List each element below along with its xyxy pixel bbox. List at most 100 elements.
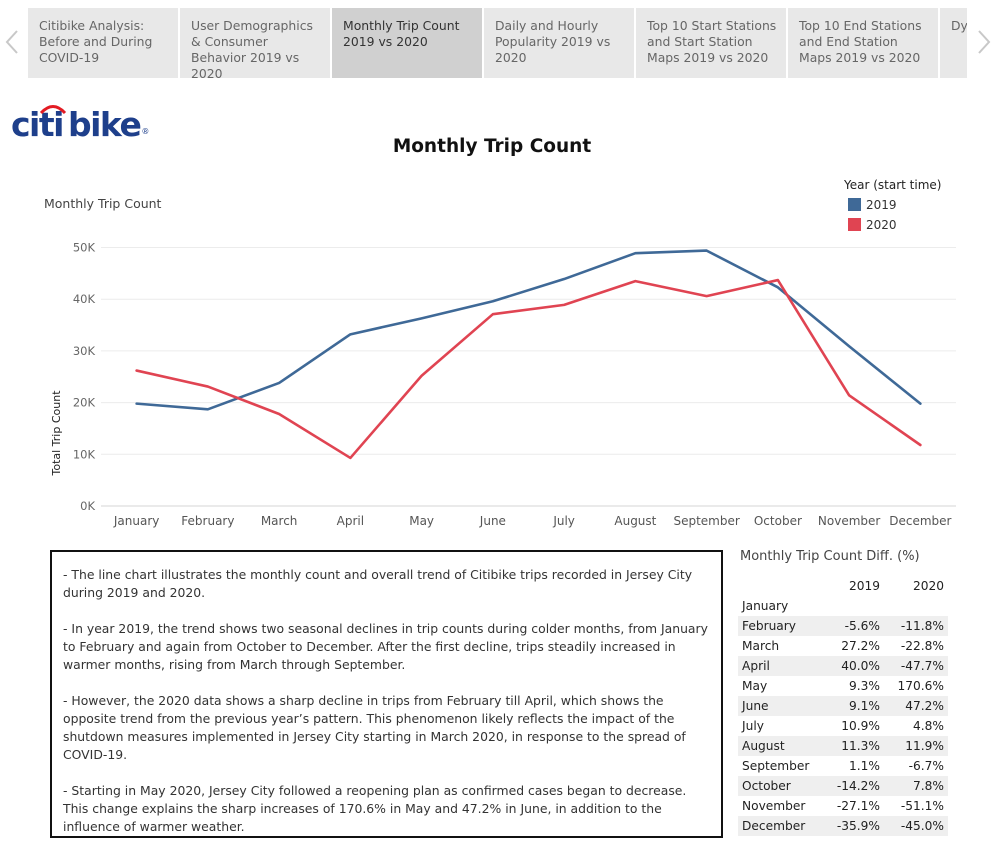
x-tick-label: October — [754, 514, 802, 528]
legend-swatch-2019 — [848, 198, 861, 211]
x-tick-label: December — [889, 514, 951, 528]
y-tick-label: 20K — [73, 396, 96, 410]
x-tick-label: May — [409, 514, 434, 528]
diff-2020-cell: -11.8% — [880, 616, 948, 636]
story-tab-6[interactable]: Top 10 End Stations and End Station Maps… — [788, 8, 938, 78]
x-tick-label: April — [337, 514, 364, 528]
diff-2019-cell: -14.2% — [816, 776, 880, 796]
diff-2019-cell: -35.9% — [816, 816, 880, 836]
logo-arc-icon — [39, 105, 67, 114]
y-tick-label: 0K — [80, 499, 95, 513]
table-row: July 10.9% 4.8% — [738, 716, 948, 736]
legend-swatch-2020 — [848, 218, 861, 231]
diff-2019-cell — [816, 596, 880, 616]
x-tick-label: June — [479, 514, 506, 528]
chart-subtitle: Monthly Trip Count — [44, 196, 162, 211]
diff-2019-cell: 9.3% — [849, 679, 880, 693]
diff-2020-cell: 47.2% — [880, 696, 948, 716]
previous-story-point-button[interactable] — [0, 26, 24, 58]
diff-table-title: Monthly Trip Count Diff. (%) — [740, 549, 920, 564]
x-tick-label: July — [552, 514, 575, 528]
story-tabs: Citibike Analysis: Before and During COV… — [28, 8, 967, 78]
diff-2020-cell: -51.1% — [900, 799, 944, 813]
analysis-paragraph: - In year 2019, the trend shows two seas… — [63, 621, 708, 672]
month-cell: July — [742, 719, 764, 733]
month-cell: September — [742, 759, 810, 773]
story-tab-1[interactable]: Citibike Analysis: Before and During COV… — [28, 8, 178, 78]
x-tick-label: September — [673, 514, 739, 528]
story-tab-7[interactable]: Dy Sta — [940, 8, 967, 78]
diff-2020-cell: -45.0% — [880, 816, 948, 836]
table-row: November -27.1% -51.1% — [738, 796, 948, 816]
y-tick-label: 10K — [73, 447, 96, 461]
y-tick-label: 40K — [73, 292, 96, 306]
diff-2019-cell: 11.3% — [816, 736, 880, 756]
month-cell: January — [742, 599, 789, 613]
month-cell: December — [738, 816, 816, 836]
table-row: June 9.1% 47.2% — [738, 696, 948, 716]
diff-2019-cell: 40.0% — [816, 656, 880, 676]
table-row: October -14.2% 7.8% — [738, 776, 948, 796]
chevron-right-icon — [978, 30, 991, 54]
diff-2020-cell: -47.7% — [880, 656, 948, 676]
diff-2019-cell: -5.6% — [816, 616, 880, 636]
series-line-2019 — [135, 249, 922, 411]
table-row: May 9.3% 170.6% — [738, 676, 948, 696]
x-tick-label: February — [181, 514, 234, 528]
legend-label-2019: 2019 — [866, 198, 897, 212]
diff-table-header: 2019 2020 — [738, 576, 948, 596]
diff-2019-cell: -27.1% — [836, 799, 880, 813]
diff-2020-cell: 170.6% — [897, 679, 944, 693]
citibike-logo: citi bike ® — [11, 100, 149, 144]
year-header-2019: 2019 — [848, 579, 880, 593]
series-line-2020 — [135, 278, 922, 460]
y-axis-title: Total Trip Count — [50, 390, 63, 477]
analysis-paragraph: - Starting in May 2020, Jersey City foll… — [63, 783, 687, 834]
analysis-notes: - The line chart illustrates the monthly… — [50, 550, 723, 838]
month-cell: March — [742, 639, 780, 653]
monthly-trip-count-chart: Monthly Trip Count Total Trip Count 0K 10K 2… — [44, 178, 956, 528]
table-row: April 40.0% -47.7% — [738, 656, 948, 676]
diff-2020-cell — [880, 596, 948, 616]
diff-table: 2019 2020 January February -5.6% -11.8% March 2… — [738, 576, 948, 836]
table-row: December -35.9% -45.0% — [738, 816, 948, 836]
chevron-left-icon — [5, 30, 18, 54]
y-tick-label: 30K — [73, 344, 96, 358]
diff-2020-cell: -22.8% — [900, 639, 944, 653]
month-cell: August — [738, 736, 816, 756]
diff-2020-cell: 7.8% — [880, 776, 948, 796]
diff-2019-cell: 27.2% — [841, 639, 880, 653]
diff-2019-cell: 10.9% — [841, 719, 880, 733]
table-row: March 27.2% -22.8% — [738, 636, 948, 656]
next-story-point-button[interactable] — [972, 26, 996, 58]
table-row: September 1.1% -6.7% — [738, 756, 948, 776]
page-title: Monthly Trip Count — [392, 136, 592, 157]
table-row: January — [738, 596, 948, 616]
logo-bike-text: bike — [67, 105, 142, 144]
x-tick-label: January — [113, 514, 160, 528]
story-tab-4[interactable]: Daily and Hourly Popularity 2019 vs 2020 — [484, 8, 634, 78]
x-tick-label: November — [818, 514, 880, 528]
month-cell: October — [738, 776, 816, 796]
month-cell: November — [742, 799, 806, 813]
logo-citi-text: citi — [11, 105, 64, 144]
year-header-2020: 2020 — [912, 579, 944, 593]
x-tick-label: August — [614, 514, 656, 528]
diff-2020-cell: 4.8% — [913, 719, 944, 733]
diff-2020-cell: 11.9% — [880, 736, 948, 756]
month-cell: June — [738, 696, 816, 716]
story-navigator: Citibike Analysis: Before and During COV… — [0, 0, 996, 84]
table-row: February -5.6% -11.8% — [738, 616, 948, 636]
legend-label-2020: 2020 — [866, 218, 897, 232]
legend-title: Year (start time) — [843, 178, 941, 192]
diff-2019-cell: 1.1% — [849, 759, 880, 773]
month-header-cell — [738, 576, 816, 596]
y-tick-label: 50K — [73, 241, 96, 255]
story-tab-2[interactable]: User Demographics & Consumer Behavior 20… — [180, 8, 330, 78]
x-tick-label: March — [261, 514, 298, 528]
story-tab-5[interactable]: Top 10 Start Stations and Start Station … — [636, 8, 786, 78]
month-cell: May — [742, 679, 768, 693]
story-tab-3[interactable]: Monthly Trip Count 2019 vs 2020 — [332, 8, 482, 78]
logo-registered-mark: ® — [141, 127, 150, 136]
month-cell: April — [738, 656, 816, 676]
